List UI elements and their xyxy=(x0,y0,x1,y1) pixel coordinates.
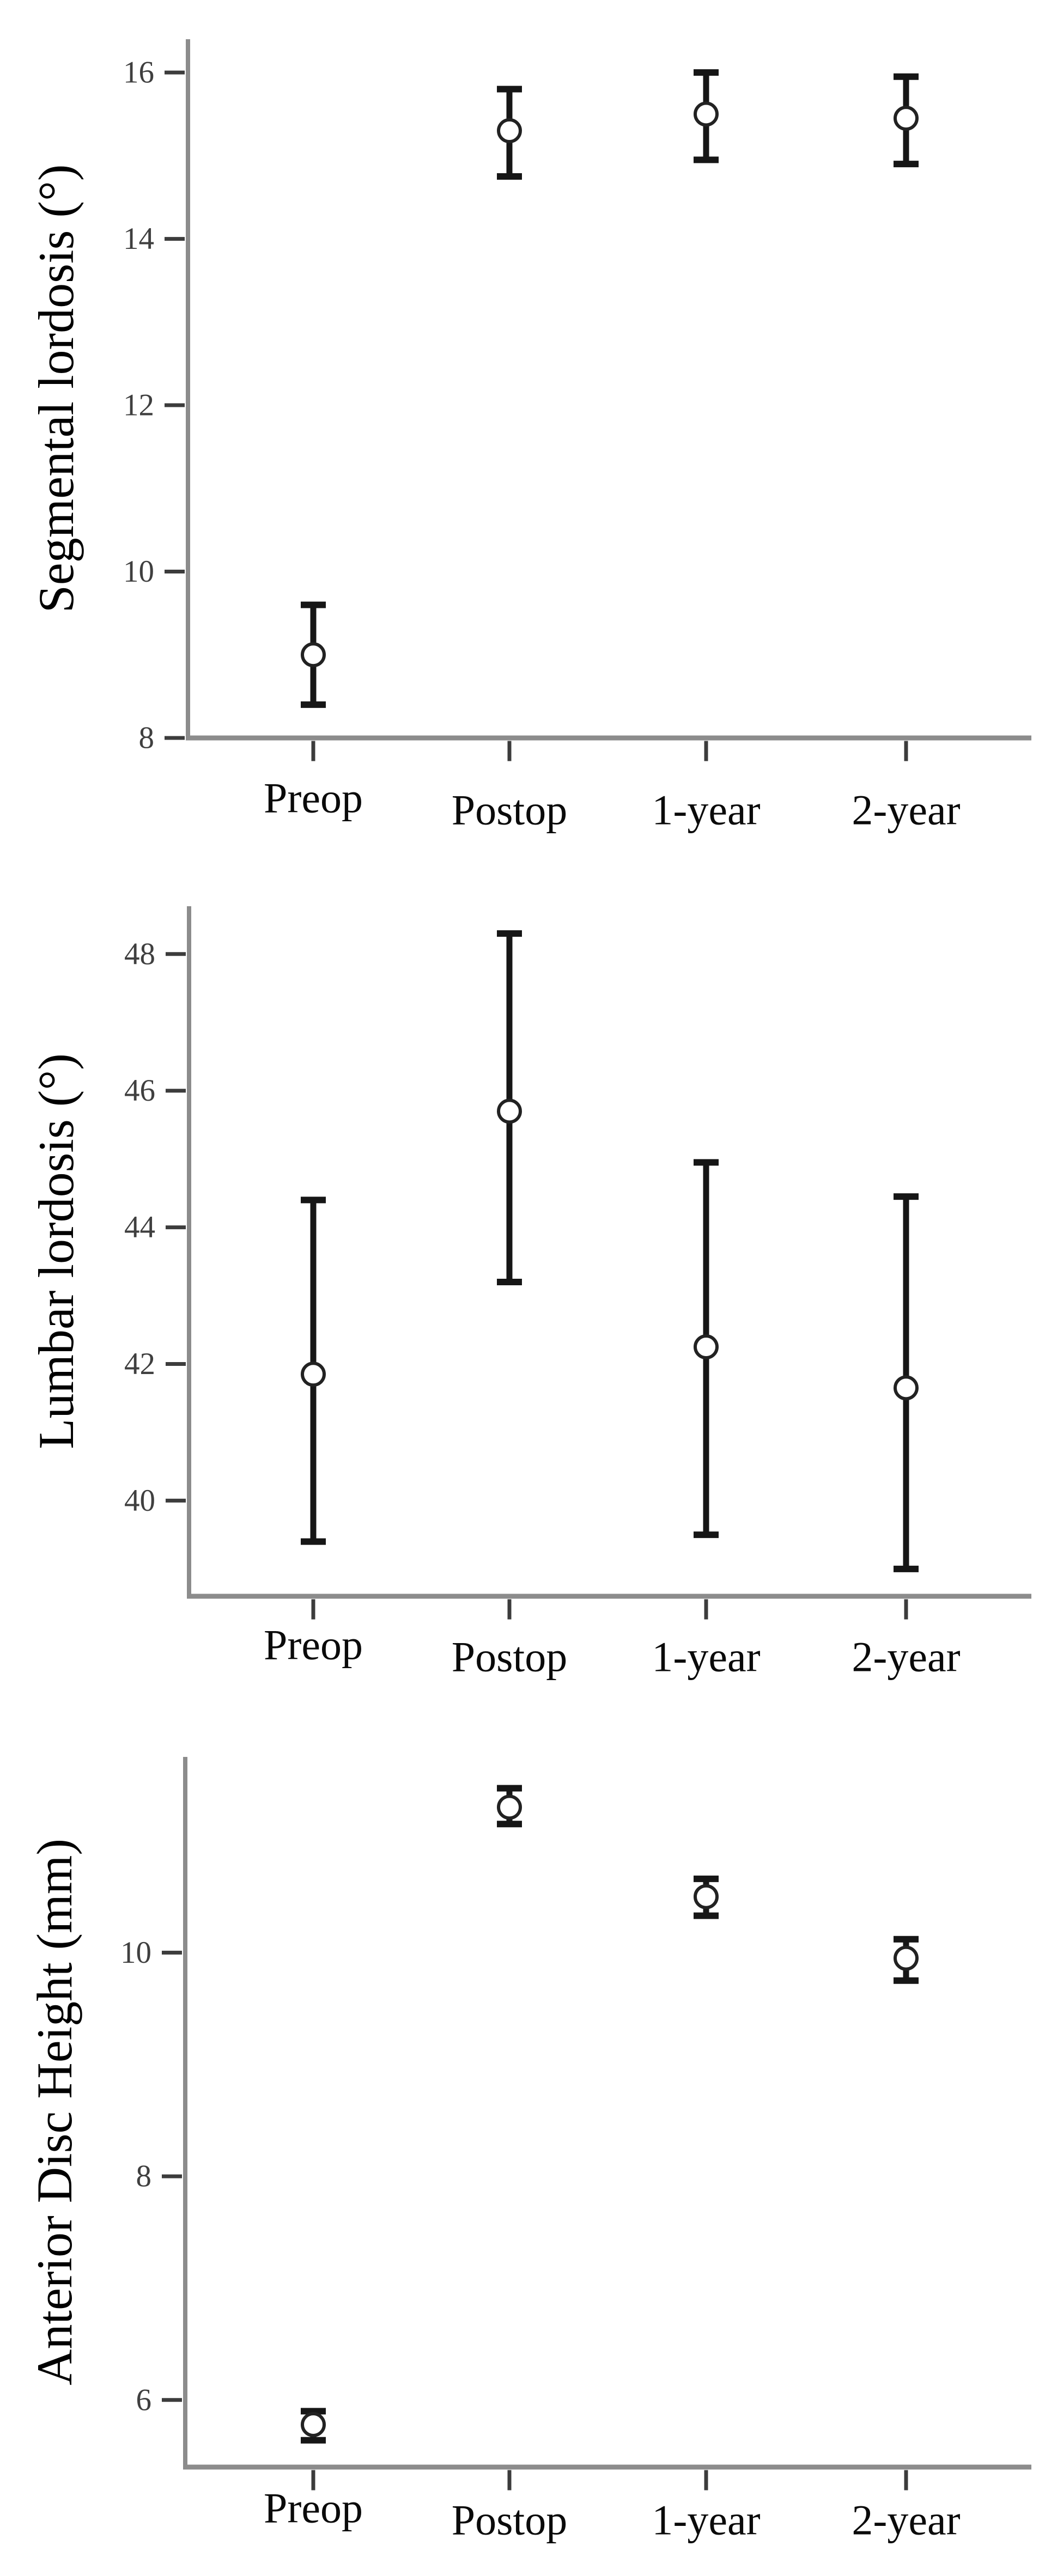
mean-marker-preop xyxy=(301,2412,326,2437)
y-tick-label: 48 xyxy=(124,937,155,971)
category-label-preop: Preop xyxy=(264,1621,363,1669)
error-bar-postop xyxy=(497,930,522,1285)
mean-marker-1-year xyxy=(694,1884,719,1909)
category-label-1-year: 1-year xyxy=(652,2496,760,2544)
mean-marker-postop xyxy=(497,1098,522,1124)
y-tick-label: 6 xyxy=(136,2383,152,2417)
y-axis-title: Segmental lordosis (°) xyxy=(28,164,84,613)
y-tick-label: 10 xyxy=(120,1936,151,1970)
category-label-preop: Preop xyxy=(264,2485,363,2532)
error-bar-1-year xyxy=(694,1159,719,1539)
y-tick-label: 44 xyxy=(124,1210,155,1244)
mean-marker-1-year xyxy=(694,101,719,127)
mean-marker-2-year xyxy=(894,1945,919,1971)
y-tick-label: 40 xyxy=(124,1484,155,1518)
category-label-preop: Preop xyxy=(264,774,363,822)
category-label-postop: Postop xyxy=(452,786,567,834)
lumbar-lordosis-chart: 40 42 44 46 48 Preop Postop 1-year 2-year Lumbar … xyxy=(0,871,1039,1743)
y-axis-title: Lumbar lordosis (°) xyxy=(28,1053,84,1449)
y-tick-label: 42 xyxy=(124,1347,155,1381)
y-axis-title: Anterior Disc Height (mm) xyxy=(27,1839,82,2385)
mean-marker-1-year xyxy=(694,1334,719,1360)
error-bar-2-year xyxy=(894,73,919,168)
segmental-lordosis-chart: 8 10 12 14 16 Preop Postop 1-year 2-year Segmenta… xyxy=(0,0,1039,871)
category-label-postop: Postop xyxy=(452,2496,567,2544)
lumbar-lordosis-chart-plot: 40 42 44 46 48 Preop Postop 1-year 2-year Lumbar … xyxy=(28,906,1031,1681)
error-bar-2-year xyxy=(894,1193,919,1572)
y-tick-label: 14 xyxy=(123,222,154,256)
error-bar-2-year xyxy=(894,1936,919,1984)
y-tick-label: 12 xyxy=(123,388,154,423)
category-label-2-year: 2-year xyxy=(852,1633,960,1681)
category-label-2-year: 2-year xyxy=(852,786,960,834)
error-bar-1-year xyxy=(694,69,719,163)
error-bar-preop xyxy=(301,1197,326,1545)
mean-marker-postop xyxy=(497,118,522,144)
anterior-disc-height-chart: 6 8 10 Preop Postop 1-year 2-year Anterior Disc… xyxy=(0,1743,1039,2576)
mean-marker-2-year xyxy=(894,1375,919,1401)
mean-marker-postop xyxy=(497,1794,522,1820)
y-tick-label: 8 xyxy=(139,721,155,755)
error-bar-preop xyxy=(301,2408,326,2444)
y-tick-label: 8 xyxy=(136,2159,152,2194)
error-bar-preop xyxy=(301,601,326,708)
error-bar-1-year xyxy=(694,1875,719,1919)
mean-marker-preop xyxy=(301,642,326,668)
segmental-lordosis-chart-plot: 8 10 12 14 16 Preop Postop 1-year 2-year Segmenta… xyxy=(28,39,1031,834)
y-tick-label: 16 xyxy=(123,56,154,90)
mean-marker-2-year xyxy=(894,106,919,131)
category-label-postop: Postop xyxy=(452,1633,567,1681)
mean-marker-preop xyxy=(301,1362,326,1387)
category-label-2-year: 2-year xyxy=(852,2496,960,2544)
category-label-1-year: 1-year xyxy=(652,1633,760,1681)
anterior-disc-height-chart-plot: 6 8 10 Preop Postop 1-year 2-year Anterior Disc… xyxy=(27,1757,1031,2544)
y-tick-label: 10 xyxy=(123,554,154,589)
y-tick-label: 46 xyxy=(124,1073,155,1108)
category-label-1-year: 1-year xyxy=(652,786,760,834)
error-bar-postop xyxy=(497,1785,522,1828)
error-bar-postop xyxy=(497,86,522,180)
